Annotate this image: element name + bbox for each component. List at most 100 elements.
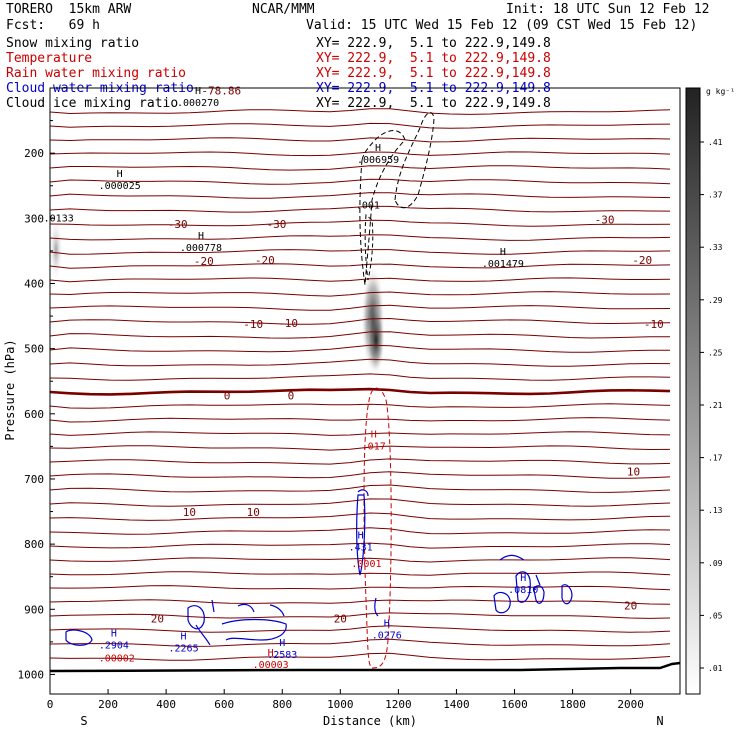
temperature-label: 20 bbox=[624, 599, 637, 612]
colorbar-tick-label: .01 bbox=[708, 664, 723, 673]
field-xy-cloud-ice: XY= 222.9, 5.1 to 222.9,149.8 bbox=[316, 96, 551, 111]
temperature-label: -10 bbox=[243, 318, 263, 331]
y-tick-label: 400 bbox=[24, 277, 44, 290]
max-marker: H bbox=[358, 531, 364, 542]
max-marker: H bbox=[279, 638, 285, 649]
isotherm bbox=[49, 249, 671, 255]
max-value: .000270 bbox=[177, 98, 219, 109]
x-tick-label: 1600 bbox=[501, 698, 528, 711]
isotherm bbox=[49, 638, 671, 647]
temperature-label: 10 bbox=[627, 466, 640, 479]
temperature-label: -20 bbox=[194, 255, 214, 268]
max-value: .006959 bbox=[357, 155, 399, 166]
isotherm bbox=[49, 445, 671, 451]
x-tick-label: 600 bbox=[214, 698, 234, 711]
temperature-label: 20 bbox=[151, 612, 164, 625]
temperature-label: -10 bbox=[644, 318, 664, 331]
isotherm bbox=[49, 527, 671, 535]
isotherm bbox=[49, 373, 671, 381]
plot-frame bbox=[49, 87, 681, 695]
temperature-contour-labels: -78.86 -30 -30 -30 -20 -20 -20 -10 -10 -10 0 0 10 10 1… bbox=[151, 85, 664, 626]
isotherm bbox=[49, 178, 671, 185]
max-value: .0810 bbox=[508, 585, 538, 596]
isotherm bbox=[49, 512, 671, 521]
isotherm bbox=[49, 625, 671, 633]
ice-contour-a bbox=[359, 130, 406, 286]
y-axis: 200 300 400 500 600 700 800 900 1000 bbox=[18, 120, 55, 681]
max-value: .2904 bbox=[99, 640, 129, 651]
ice-contour-b bbox=[394, 112, 435, 209]
y-tick-label: 1000 bbox=[18, 668, 45, 681]
temperature-label: -20 bbox=[255, 254, 275, 267]
x-tick-label: 0 bbox=[47, 698, 54, 711]
x-axis-title: Distance (km) bbox=[323, 714, 417, 728]
isotherm bbox=[49, 122, 671, 129]
colorbar-unit: g kg⁻¹ bbox=[706, 87, 735, 96]
temperature-label: 20 bbox=[334, 612, 347, 625]
x-tick-label: 1400 bbox=[443, 698, 470, 711]
colorbar-tick-label: .33 bbox=[708, 243, 723, 252]
max-marker: H bbox=[181, 632, 187, 643]
isotherm bbox=[49, 585, 671, 591]
temperature-label: -30 bbox=[595, 214, 615, 227]
y-tick-label: 800 bbox=[24, 538, 44, 551]
y-tick-label: 500 bbox=[24, 343, 44, 356]
max-marker: H bbox=[117, 169, 123, 180]
temperature-label: -30 bbox=[168, 218, 188, 231]
isotherm bbox=[49, 165, 671, 171]
field-xy-temperature: XY= 222.9, 5.1 to 222.9,149.8 bbox=[316, 51, 551, 66]
max-value: .000778 bbox=[180, 243, 222, 254]
temperature-label: -78.86 bbox=[201, 85, 241, 98]
max-value: .431 bbox=[349, 543, 373, 554]
colorbar-tick-label: .41 bbox=[708, 138, 723, 147]
temperature-label: -30 bbox=[267, 218, 287, 231]
colorbar-tick-label: .25 bbox=[708, 348, 723, 357]
isotherm bbox=[49, 498, 671, 507]
forecast-hour: Fcst: 69 h bbox=[6, 18, 100, 33]
temperature-isotherms bbox=[49, 108, 671, 661]
isotherm bbox=[49, 263, 671, 269]
max-value: .001 bbox=[356, 201, 380, 212]
x-axis: 0 200 400 600 800 1000 1200 1400 1600 1800 2000 bbox=[47, 689, 644, 711]
max-marker: H bbox=[371, 430, 377, 441]
y-tick-label: 600 bbox=[24, 408, 44, 421]
x-tick-label: 1800 bbox=[559, 698, 586, 711]
field-label-temperature: Temperature bbox=[6, 51, 93, 66]
isotherm bbox=[49, 331, 671, 339]
x-axis-right-end: N bbox=[656, 714, 663, 728]
max-marker: H bbox=[500, 247, 506, 258]
max-value: .000025 bbox=[99, 181, 141, 192]
max-value: .00002 bbox=[99, 653, 135, 664]
isotherm bbox=[49, 542, 671, 549]
colorbar-tick-label: .09 bbox=[708, 559, 723, 568]
cloud-water-contours bbox=[65, 489, 573, 646]
x-tick-label: 800 bbox=[272, 698, 292, 711]
colorbar-ticks: .01 .05 .09 .13 .17 .21 .25 .29 .33 .37 .41 bbox=[700, 138, 723, 673]
max-marker: H bbox=[195, 86, 201, 97]
temperature-label: -10 bbox=[278, 317, 298, 330]
temperature-label: -20 bbox=[632, 254, 652, 267]
temperature-label: 0 bbox=[288, 389, 295, 402]
max-value: .0001 bbox=[351, 559, 381, 570]
colorbar-tick-label: .21 bbox=[708, 401, 723, 410]
isotherm bbox=[49, 358, 671, 367]
max-value: .017 bbox=[362, 442, 386, 453]
y-tick-label: 900 bbox=[24, 603, 44, 616]
isotherm bbox=[49, 557, 671, 563]
max-marker: H bbox=[375, 143, 381, 154]
colorbar-tick-label: .37 bbox=[708, 191, 723, 200]
isotherm bbox=[49, 277, 671, 283]
temperature-label: 10 bbox=[183, 506, 196, 519]
colorbar bbox=[685, 87, 701, 695]
isotherm bbox=[49, 137, 671, 143]
isotherm bbox=[49, 151, 671, 157]
isotherm bbox=[49, 317, 671, 325]
isotherm bbox=[49, 612, 671, 619]
isotherm bbox=[49, 652, 671, 661]
temperature-label: 10 bbox=[247, 506, 260, 519]
isotherm bbox=[49, 458, 671, 465]
colorbar-tick-label: .17 bbox=[708, 454, 723, 463]
isotherm bbox=[49, 205, 671, 213]
field-label-cloud-ice: Cloud ice mixing ratio bbox=[6, 96, 179, 111]
